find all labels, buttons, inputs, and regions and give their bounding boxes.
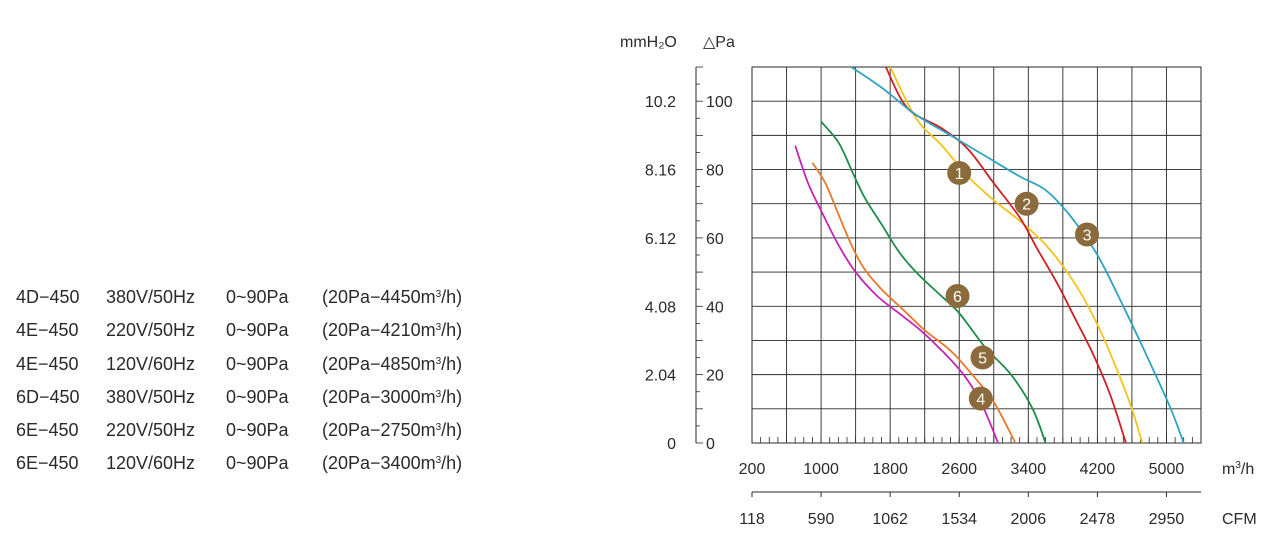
chart-grid [751,67,1202,443]
curve-marker-label-1: 1 [955,166,964,183]
model-pressure-range: 0~90Pa [226,386,289,407]
x-tick-label-m3h: 4200 [1080,461,1116,478]
model-voltage: 380V/50Hz [106,287,196,307]
curve-marker-label-5: 5 [978,351,987,368]
model-name: 6E−450 [16,420,79,441]
model-rated-airflow: (20Pa−3400m3/h) [322,453,463,474]
model-voltage: 120V/60Hz [106,353,196,374]
curve-marker-5 [970,345,995,370]
curve-group [794,67,1185,443]
curve-3 [850,67,1185,443]
x-tick-label-cfm: 2006 [1011,511,1047,528]
model-name: 4E−450 [16,353,79,374]
model-pressure-range: 0~90Pa [226,287,289,307]
x-tick-label-cfm: 118 [739,511,765,528]
y-tick-label-mmh2o: 6.12 [645,231,676,248]
y-unit-mmh2o: mmH₂O [620,34,677,51]
curve-5 [811,162,1017,443]
curve-marker-4 [968,386,993,411]
curve-1 [889,67,1144,443]
y-tick-label-mmh2o: 8.16 [645,163,676,180]
model-voltage: 380V/50Hz [106,386,196,407]
model-voltage: 220V/50Hz [106,420,196,441]
x-tick-label-m3h: 5000 [1149,461,1185,478]
y-tick-label-pa: 0 [706,436,715,453]
y-tick-label-mmh2o: 4.08 [645,299,676,316]
curve-2 [884,67,1127,443]
y-tick-label-pa: 100 [706,94,733,111]
curve-marker-6 [945,284,970,309]
curve-6 [820,121,1047,443]
curve-marker-label-4: 4 [976,392,985,409]
x-tick-label-cfm: 2478 [1080,511,1116,528]
y-tick-label-mmh2o: 10.2 [645,94,676,111]
curve-marker-3 [1075,222,1100,247]
y-unit-pa: △Pa [703,34,735,51]
model-name: 4D−450 [16,287,80,307]
model-name: 6D−450 [16,386,80,407]
model-pressure-range: 0~90Pa [226,353,289,374]
curve-marker-label-2: 2 [1022,197,1031,214]
x-tick-label-cfm: 590 [808,511,835,528]
model-voltage: 120V/60Hz [106,453,196,474]
model-pressure-range: 0~90Pa [226,453,289,474]
curve-marker-label-6: 6 [953,289,962,306]
model-rated-airflow: (20Pa−4210m3/h) [322,320,463,341]
model-rated-airflow: (20Pa−4450m3/h) [322,287,463,307]
x-unit-cfm: CFM [1222,511,1257,528]
y-tick-label-mmh2o: 0 [667,436,676,453]
curve-marker-label-3: 3 [1083,227,1092,244]
y-tick-label-pa: 20 [706,368,724,385]
model-rated-airflow: (20Pa−2750m3/h) [322,420,463,441]
model-voltage: 220V/50Hz [106,320,196,341]
x-tick-label-m3h: 2600 [941,461,977,478]
model-name: 6E−450 [16,453,79,474]
y-tick-label-pa: 60 [706,231,724,248]
x-unit-m3h: m3/h [1222,460,1254,478]
x-tick-label-m3h: 1000 [803,461,839,478]
x-tick-label-cfm: 1534 [941,511,977,528]
model-pressure-range: 0~90Pa [226,420,289,441]
model-rated-airflow: (20Pa−3000m3/h) [322,386,463,407]
model-rated-airflow: (20Pa−4850m3/h) [322,353,463,374]
x-tick-label-m3h: 3400 [1011,461,1047,478]
model-pressure-range: 0~90Pa [226,320,289,341]
curve-marker-1 [947,160,972,185]
x-tick-label-m3h: 200 [739,461,766,478]
x-tick-label-cfm: 2950 [1149,511,1185,528]
plot-frame [751,66,1202,444]
x-tick-label-m3h: 1800 [872,461,908,478]
y-tick-label-pa: 40 [706,299,724,316]
curve-marker-2 [1014,191,1039,216]
y-tick-label-pa: 80 [706,163,724,180]
x-tick-label-cfm: 1062 [872,511,908,528]
curve-4 [794,145,999,443]
model-name: 4E−450 [16,320,79,341]
y-tick-label-mmh2o: 2.04 [645,368,676,385]
